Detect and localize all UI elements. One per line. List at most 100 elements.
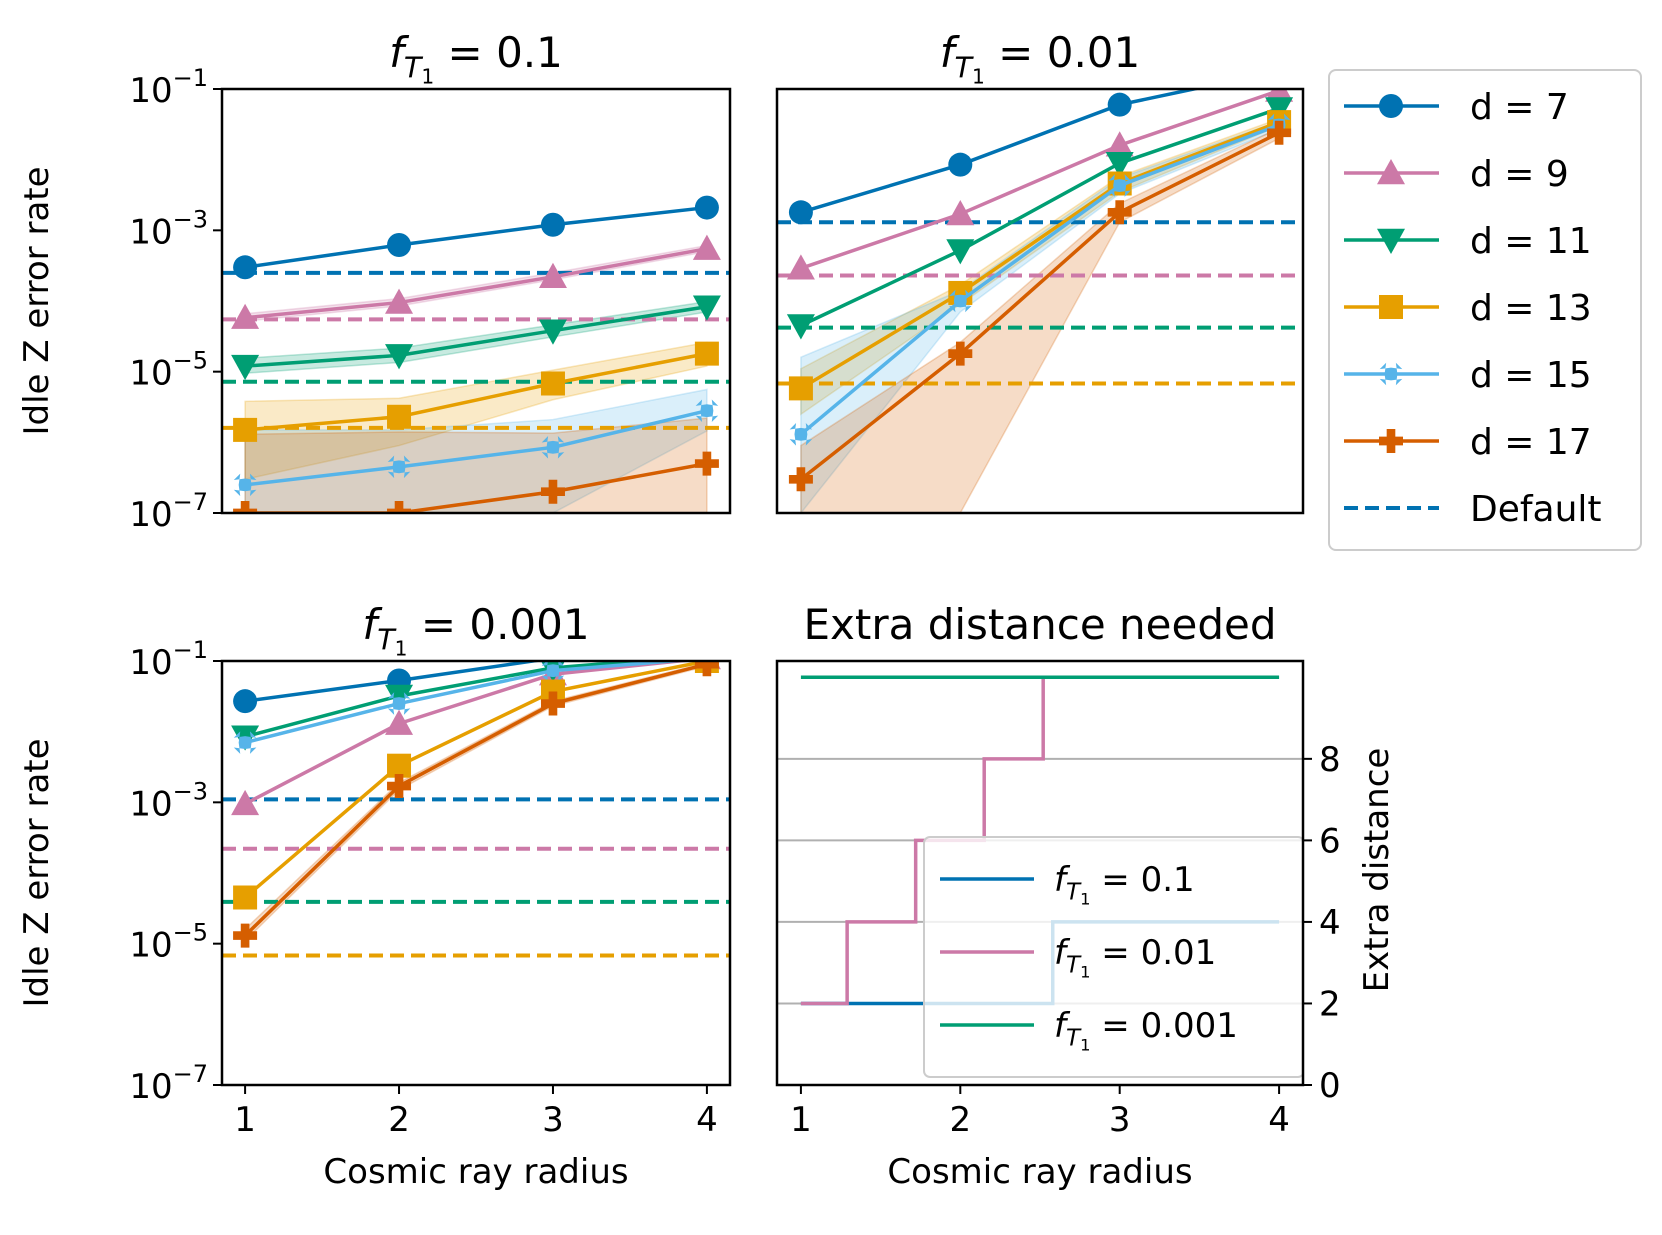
y-tick-label: 10−1 — [129, 636, 208, 683]
legend-box — [923, 836, 1303, 1078]
y-tick-label: 0 — [1319, 1066, 1341, 1106]
math-value: = 0.001 — [407, 600, 589, 649]
x-axis-label: Cosmic ray radius — [887, 1152, 1192, 1192]
y-tick-label: 10−3 — [129, 777, 208, 824]
marker-d7-x4 — [695, 635, 719, 659]
marker-d15-x2 — [387, 455, 411, 479]
x-tick-label: 1 — [790, 1100, 812, 1140]
legend-marker-d9 — [1377, 159, 1405, 185]
marker-d15-x2 — [949, 289, 972, 313]
x-tick-label: 4 — [1268, 1100, 1290, 1140]
tick-exponent: −3 — [173, 205, 208, 233]
marker-d13-x1 — [233, 417, 258, 442]
marker-d7-x2 — [948, 152, 973, 177]
marker-d9-x1 — [231, 303, 260, 329]
math-sub: T — [955, 51, 975, 85]
tick-exponent: −1 — [173, 636, 208, 664]
marker-d17-x1 — [233, 923, 258, 948]
marker-d15-x3 — [541, 436, 565, 459]
panel-title: fT1 = 0.1 — [389, 28, 563, 88]
math-subsub: 1 — [1080, 889, 1090, 908]
marker-d9-x2 — [385, 709, 414, 735]
confidence-band-d17 — [244, 661, 708, 943]
marker-d17-x2 — [387, 774, 412, 799]
y-tick-label: 10−1 — [129, 64, 208, 111]
series-line-d7 — [244, 205, 708, 270]
y-tick-label: 8 — [1319, 740, 1341, 780]
marker-d13-x4 — [694, 341, 719, 366]
series-line-d7 — [800, 89, 1203, 214]
series-line-d9 — [800, 89, 1280, 270]
marker-d7-x1 — [233, 255, 258, 280]
marker-d15-x3 — [541, 661, 565, 682]
math-value: = 0.1 — [434, 28, 563, 77]
y-tick-label: 10−3 — [129, 205, 208, 252]
series-line-d7 — [244, 661, 546, 703]
legend-label-d15: d = 15 — [1470, 355, 1592, 396]
marker-d11-x1 — [231, 354, 260, 381]
marker-d11-x2 — [385, 344, 414, 370]
marker-d9-x3 — [1105, 131, 1134, 157]
axes-frame — [775, 87, 1305, 515]
marker-d15-x1 — [789, 422, 813, 446]
confidence-band-d15 — [244, 388, 708, 513]
series-line-d17 — [243, 662, 708, 937]
y-tick-label: 2 — [1319, 984, 1341, 1024]
marker-d7-x1 — [788, 200, 813, 225]
tick-exponent: −5 — [173, 919, 208, 947]
y-axis-label: Idle Z error rate — [17, 166, 57, 435]
series-line-d17 — [245, 461, 708, 513]
series-line-d17 — [799, 131, 1280, 481]
marker-d9-x1 — [786, 254, 815, 280]
legend-marker-d15 — [1379, 362, 1403, 386]
marker-d17-x4 — [1267, 120, 1292, 145]
math-sub: T — [377, 623, 397, 657]
tick-base: 10 — [129, 71, 172, 111]
series-line-d13 — [243, 661, 708, 899]
marker-d15-x4 — [695, 399, 719, 423]
y-tick-label: 10−5 — [129, 919, 208, 966]
x-tick-label: 1 — [234, 1100, 256, 1140]
confidence-band-d17 — [800, 126, 1280, 513]
legend-box — [1328, 69, 1642, 551]
y-tick-label: 10−7 — [129, 1060, 208, 1107]
panel-p2: fT1 = 0.01 — [775, 28, 1305, 515]
marker-d17-x2 — [948, 341, 973, 366]
confidence-band-d17 — [244, 417, 708, 513]
math-subsub: 1 — [395, 636, 408, 660]
panel-title: fT1 = 0.01 — [940, 28, 1141, 88]
tick-exponent: −7 — [173, 1060, 208, 1088]
marker-d11-x4 — [1265, 97, 1294, 123]
tick-exponent: −5 — [173, 347, 208, 375]
tick-base: 10 — [129, 495, 172, 535]
y-tick-label: 6 — [1319, 821, 1341, 861]
tick-base: 10 — [129, 784, 172, 824]
series-line-d15 — [244, 661, 693, 745]
legend-marker-d13 — [1379, 295, 1403, 319]
marker-d7-x2 — [387, 233, 412, 258]
marker-d9-x2 — [385, 288, 414, 314]
math-subsub: 1 — [421, 64, 434, 88]
marker-d17-x1 — [788, 467, 813, 492]
series-line-d11 — [800, 106, 1280, 328]
math-subsub: 1 — [1080, 1035, 1090, 1054]
marker-d13-x2 — [387, 753, 412, 778]
x-axis-label: Cosmic ray radius — [323, 1152, 628, 1192]
marker-d13-x3 — [540, 371, 565, 396]
marker-d11-x4 — [692, 295, 721, 321]
x-tick-label: 2 — [388, 1100, 410, 1140]
marker-d17-x3 — [540, 691, 565, 716]
legend-label-default: Default — [1470, 489, 1602, 530]
series-line-d15 — [244, 409, 708, 487]
axes-frame — [220, 659, 732, 1087]
x-tick-label: 3 — [1109, 1100, 1131, 1140]
series-line-d13 — [244, 351, 708, 432]
tick-base: 10 — [129, 212, 172, 252]
marker-d15-x1 — [233, 473, 257, 497]
marker-d11-x3 — [538, 319, 567, 345]
marker-d17-x4 — [694, 451, 719, 476]
y-axis-label-right: Extra distance — [1357, 748, 1397, 993]
series-line-d9 — [244, 661, 696, 806]
legend-label-d7: d = 7 — [1470, 87, 1569, 128]
marker-d7-x1 — [233, 689, 258, 714]
